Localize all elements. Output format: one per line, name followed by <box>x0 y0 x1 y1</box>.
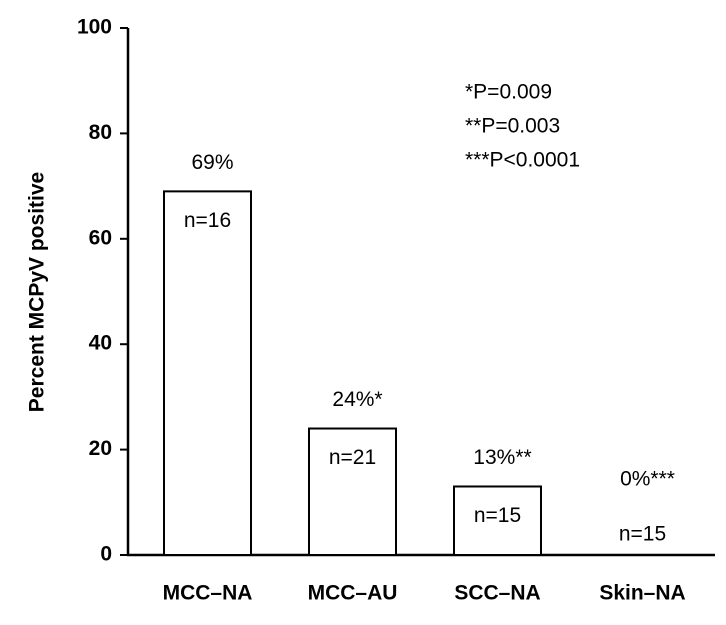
x-tick-label: SCC–NA <box>454 582 540 605</box>
sample-label: n=21 <box>329 446 376 469</box>
y-tick-label: 0 <box>100 543 112 566</box>
annotation: ***P<0.0001 <box>465 149 580 172</box>
annotation: **P=0.003 <box>465 115 560 138</box>
y-tick-label: 40 <box>89 332 112 355</box>
sample-label: n=16 <box>184 209 231 232</box>
y-axis-label: Percent MCPyV positive <box>26 172 49 412</box>
value-label: 24%* <box>332 388 382 411</box>
bar <box>163 190 252 556</box>
y-tick-label: 100 <box>77 16 112 39</box>
x-tick-label: Skin–NA <box>599 582 685 605</box>
value-label: 0%*** <box>620 468 675 491</box>
y-tick-label: 20 <box>89 437 112 460</box>
bar <box>308 427 397 556</box>
bar <box>453 485 542 556</box>
x-tick-label: MCC–NA <box>163 582 253 605</box>
x-tick-label: MCC–AU <box>308 582 398 605</box>
value-label: 69% <box>191 151 233 174</box>
sample-label: n=15 <box>474 504 521 527</box>
y-tick-label: 80 <box>89 121 112 144</box>
y-tick-label: 60 <box>89 226 112 249</box>
sample-label: n=15 <box>619 523 666 546</box>
value-label: 13%** <box>473 446 531 469</box>
annotation: *P=0.009 <box>465 81 552 104</box>
